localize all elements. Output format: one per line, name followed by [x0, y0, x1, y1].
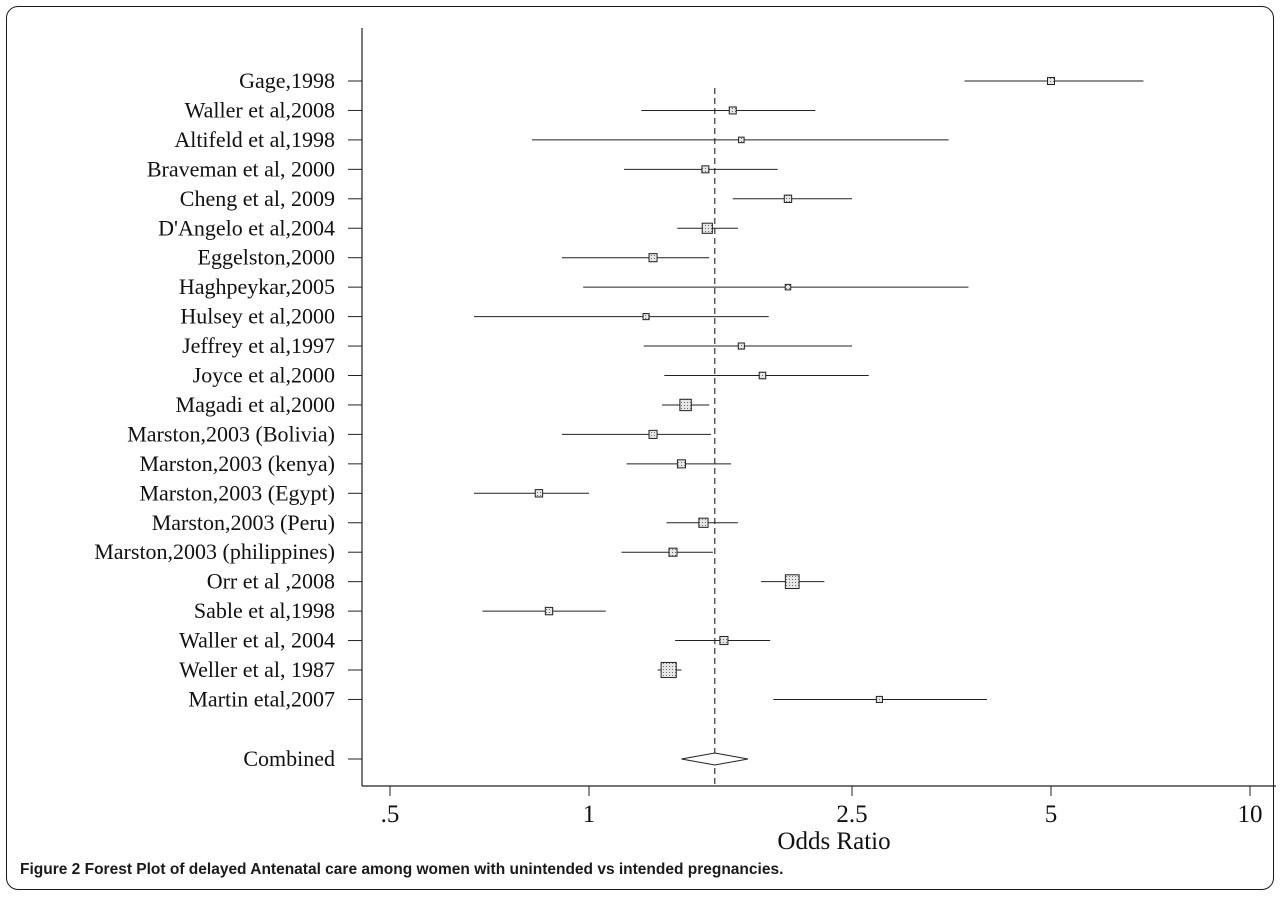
study-label: Braveman et al, 2000 — [147, 156, 335, 181]
study-label: Gage,1998 — [239, 68, 335, 93]
study-label: Magadi et al,2000 — [176, 392, 335, 417]
study-label: Marston,2003 (philippines) — [94, 539, 335, 564]
study-label: Altifeld et al,1998 — [174, 127, 335, 152]
point-estimate-box — [679, 398, 692, 412]
study-label: Joyce et al,2000 — [193, 363, 335, 388]
point-estimate-box — [784, 283, 792, 291]
point-estimate-box — [784, 574, 800, 590]
x-tick-label: 2.5 — [836, 801, 867, 828]
x-tick-label: 10 — [1238, 801, 1263, 828]
study-label: Hulsey et al,2000 — [180, 304, 335, 329]
point-estimate-box — [728, 106, 737, 115]
caption-figure-number: Figure 2 — [20, 861, 81, 878]
point-estimate-box — [783, 194, 793, 203]
study-label: Marston,2003 (kenya) — [139, 451, 335, 476]
point-estimate-box — [534, 489, 544, 498]
study-label: Orr et al ,2008 — [207, 569, 335, 594]
study-label: Eggelston,2000 — [198, 245, 336, 270]
study-label: Waller et al, 2004 — [179, 628, 335, 653]
point-estimate-box — [701, 165, 710, 174]
point-estimate-box — [648, 253, 658, 263]
study-label: Weller et al, 1987 — [179, 657, 335, 682]
point-estimate-box — [544, 606, 554, 616]
x-axis-label: Odds Ratio — [777, 828, 890, 855]
study-label: Marston,2003 (Bolivia) — [127, 421, 335, 446]
point-estimate-box — [660, 661, 677, 679]
point-estimate-box — [738, 136, 745, 144]
figure-frame — [6, 6, 1274, 890]
x-tick-label: .5 — [381, 801, 400, 828]
point-estimate-box — [758, 371, 767, 380]
study-label: Marston,2003 (Peru) — [152, 510, 335, 535]
study-label: Waller et al,2008 — [185, 97, 335, 122]
study-label: Cheng et al, 2009 — [180, 186, 335, 211]
point-estimate-box — [1047, 77, 1056, 85]
study-label: D'Angelo et al,2004 — [158, 215, 335, 240]
study-label: Sable et al,1998 — [194, 598, 335, 623]
point-estimate-box — [875, 695, 883, 703]
study-label: Haghpeykar,2005 — [179, 274, 335, 299]
point-estimate-box — [719, 636, 729, 646]
study-label: Marston,2003 (Egypt) — [139, 480, 335, 505]
caption-text: Forest Plot of delayed Antenatal care am… — [84, 861, 784, 878]
point-estimate-box — [668, 547, 678, 557]
point-estimate-box — [676, 459, 686, 469]
figure-caption: Figure 2 Forest Plot of delayed Antenata… — [20, 861, 783, 879]
point-estimate-box — [701, 222, 713, 234]
study-label: Jeffrey et al,1997 — [182, 333, 335, 358]
x-tick-label: 1 — [583, 801, 596, 828]
combined-diamond — [681, 752, 749, 766]
point-estimate-box — [642, 313, 650, 321]
point-estimate-box — [648, 429, 658, 439]
point-estimate-box — [698, 517, 709, 528]
forest-plot: Gage,1998 Waller et al,2008 Altifeld et al… — [94, 28, 1276, 855]
combined-label: Combined — [243, 746, 335, 771]
x-tick-label: 5 — [1045, 801, 1058, 828]
study-label: Martin etal,2007 — [188, 686, 335, 711]
point-estimate-box — [737, 342, 745, 350]
